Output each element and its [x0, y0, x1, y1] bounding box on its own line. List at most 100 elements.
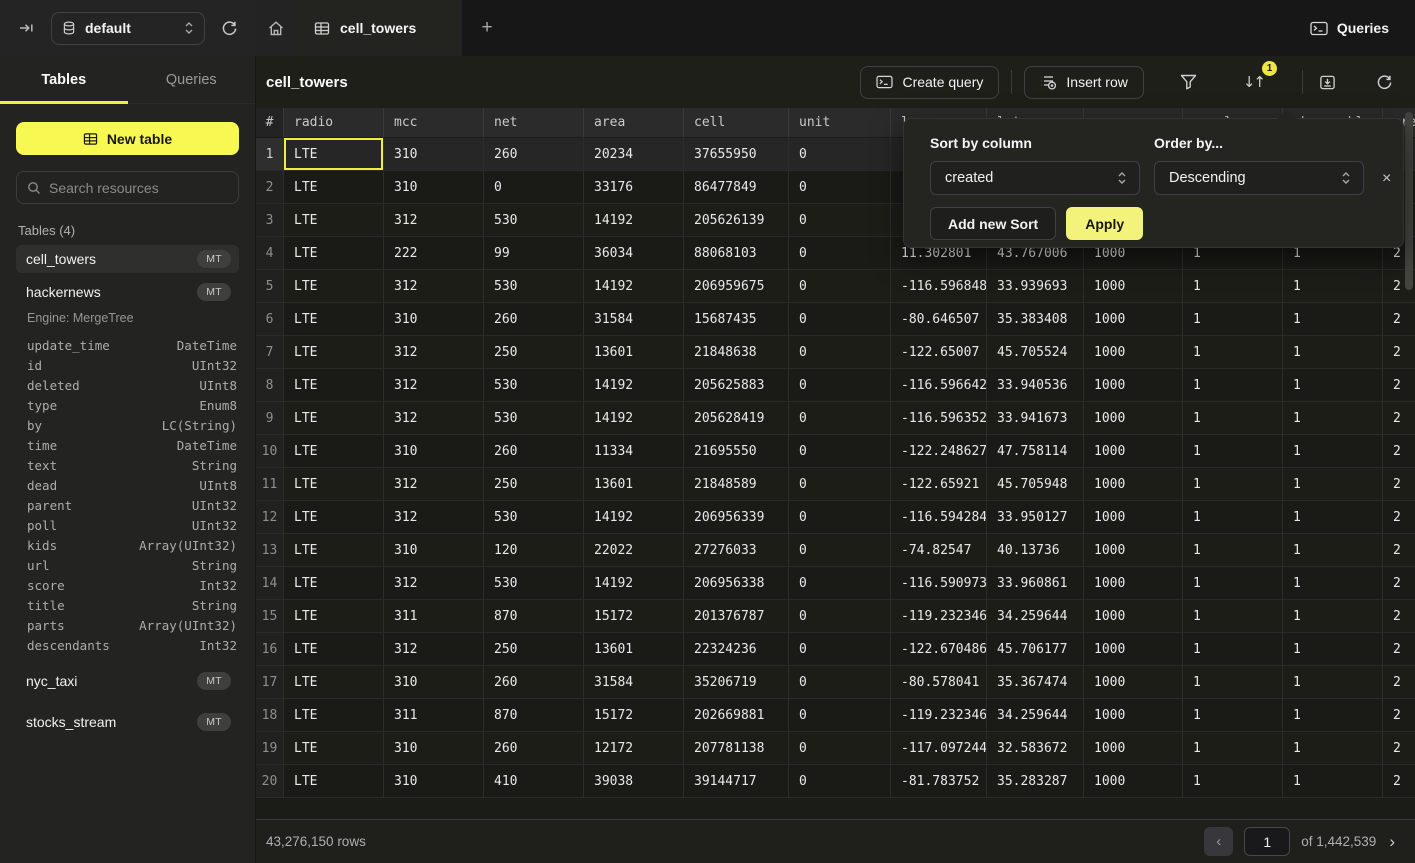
search-input[interactable]: [49, 180, 228, 196]
table-cell[interactable]: 310: [384, 732, 484, 765]
table-cell[interactable]: 35206719: [684, 666, 789, 699]
table-cell[interactable]: LTE: [284, 600, 384, 633]
table-cell[interactable]: -116.596352: [891, 402, 987, 435]
table-cell[interactable]: LTE: [284, 666, 384, 699]
column-header-row-number[interactable]: #: [256, 108, 284, 138]
table-cell[interactable]: 0: [789, 369, 891, 402]
row-number-cell[interactable]: 10: [256, 435, 284, 468]
table-cell[interactable]: LTE: [284, 435, 384, 468]
table-cell[interactable]: 0: [789, 732, 891, 765]
table-cell[interactable]: 222: [384, 237, 484, 270]
row-number-cell[interactable]: 9: [256, 402, 284, 435]
row-number-cell[interactable]: 5: [256, 270, 284, 303]
table-cell[interactable]: 35.283287: [987, 765, 1084, 798]
table-cell[interactable]: LTE: [284, 402, 384, 435]
table-cell[interactable]: 1000: [1084, 402, 1183, 435]
table-cell[interactable]: 0: [789, 468, 891, 501]
column-header-unit[interactable]: unit: [789, 108, 891, 138]
table-cell[interactable]: 1000: [1084, 303, 1183, 336]
table-cell[interactable]: LTE: [284, 732, 384, 765]
table-cell[interactable]: 0: [789, 270, 891, 303]
table-cell[interactable]: 31584: [584, 303, 684, 336]
table-cell[interactable]: 1: [1283, 699, 1383, 732]
table-cell[interactable]: 205625883: [684, 369, 789, 402]
table-cell[interactable]: -81.783752: [891, 765, 987, 798]
table-cell[interactable]: 1: [1283, 600, 1383, 633]
table-cell[interactable]: LTE: [284, 237, 384, 270]
table-cell[interactable]: 45.706177: [987, 633, 1084, 666]
table-cell[interactable]: LTE: [284, 204, 384, 237]
table-cell[interactable]: 14192: [584, 204, 684, 237]
table-cell[interactable]: -80.578041: [891, 666, 987, 699]
row-number-cell[interactable]: 11: [256, 468, 284, 501]
table-cell[interactable]: LTE: [284, 303, 384, 336]
table-cell[interactable]: 1000: [1084, 765, 1183, 798]
table-cell[interactable]: 250: [484, 633, 584, 666]
previous-page-button[interactable]: ‹: [1204, 827, 1233, 856]
table-cell[interactable]: 1: [1283, 567, 1383, 600]
table-cell[interactable]: 530: [484, 501, 584, 534]
sidebar-tab-tables[interactable]: Tables: [0, 56, 128, 103]
table-cell[interactable]: 33.960861: [987, 567, 1084, 600]
table-cell[interactable]: 312: [384, 336, 484, 369]
row-number-cell[interactable]: 18: [256, 699, 284, 732]
table-cell[interactable]: 1: [1283, 633, 1383, 666]
download-icon[interactable]: [1315, 70, 1340, 95]
table-cell[interactable]: 0: [789, 435, 891, 468]
column-header-radio[interactable]: radio: [284, 108, 384, 138]
row-number-cell[interactable]: 20: [256, 765, 284, 798]
table-cell[interactable]: 530: [484, 402, 584, 435]
table-cell[interactable]: 33.939693: [987, 270, 1084, 303]
create-query-button[interactable]: Create query: [860, 66, 999, 99]
table-cell[interactable]: LTE: [284, 138, 384, 171]
table-cell[interactable]: 45.705524: [987, 336, 1084, 369]
table-cell[interactable]: 310: [384, 171, 484, 204]
collapse-sidebar-icon[interactable]: [14, 16, 39, 40]
table-cell[interactable]: 1: [1283, 666, 1383, 699]
table-cell[interactable]: 15687435: [684, 303, 789, 336]
table-cell[interactable]: 1: [1183, 600, 1283, 633]
table-cell[interactable]: -122.248627: [891, 435, 987, 468]
table-cell[interactable]: 15172: [584, 600, 684, 633]
row-number-cell[interactable]: 2: [256, 171, 284, 204]
table-cell[interactable]: 1000: [1084, 336, 1183, 369]
table-cell[interactable]: 870: [484, 600, 584, 633]
table-cell[interactable]: 1: [1283, 369, 1383, 402]
table-cell[interactable]: 0: [789, 171, 891, 204]
table-cell[interactable]: LTE: [284, 567, 384, 600]
table-cell[interactable]: 22324236: [684, 633, 789, 666]
table-cell[interactable]: 1: [1183, 534, 1283, 567]
table-cell[interactable]: 310: [384, 435, 484, 468]
table-cell[interactable]: 27276033: [684, 534, 789, 567]
table-cell[interactable]: 1: [1183, 732, 1283, 765]
sidebar-item-cell-towers[interactable]: cell_towers MT: [16, 245, 239, 273]
refresh-databases-icon[interactable]: [217, 16, 242, 41]
table-cell[interactable]: 14192: [584, 369, 684, 402]
scrollbar-thumb[interactable]: [1405, 112, 1413, 290]
table-cell[interactable]: 1: [1283, 732, 1383, 765]
table-cell[interactable]: 310: [384, 534, 484, 567]
table-cell[interactable]: 312: [384, 633, 484, 666]
table-cell[interactable]: 13601: [584, 468, 684, 501]
table-cell[interactable]: 1000: [1084, 270, 1183, 303]
table-cell[interactable]: 33.950127: [987, 501, 1084, 534]
table-cell[interactable]: 13601: [584, 336, 684, 369]
table-cell[interactable]: 0: [789, 666, 891, 699]
row-number-cell[interactable]: 12: [256, 501, 284, 534]
table-cell[interactable]: 1: [1283, 402, 1383, 435]
table-cell[interactable]: 0: [789, 303, 891, 336]
row-number-cell[interactable]: 1: [256, 138, 284, 171]
row-number-cell[interactable]: 3: [256, 204, 284, 237]
table-cell[interactable]: 206959675: [684, 270, 789, 303]
table-cell[interactable]: 1000: [1084, 435, 1183, 468]
sidebar-item-hackernews[interactable]: hackernews MT: [16, 278, 239, 306]
table-cell[interactable]: 312: [384, 402, 484, 435]
table-cell[interactable]: 260: [484, 732, 584, 765]
table-cell[interactable]: 530: [484, 270, 584, 303]
table-cell[interactable]: 0: [789, 336, 891, 369]
table-cell[interactable]: 39144717: [684, 765, 789, 798]
table-cell[interactable]: LTE: [284, 534, 384, 567]
table-cell[interactable]: 1: [1183, 402, 1283, 435]
queries-button[interactable]: Queries: [1284, 0, 1415, 56]
row-number-cell[interactable]: 17: [256, 666, 284, 699]
